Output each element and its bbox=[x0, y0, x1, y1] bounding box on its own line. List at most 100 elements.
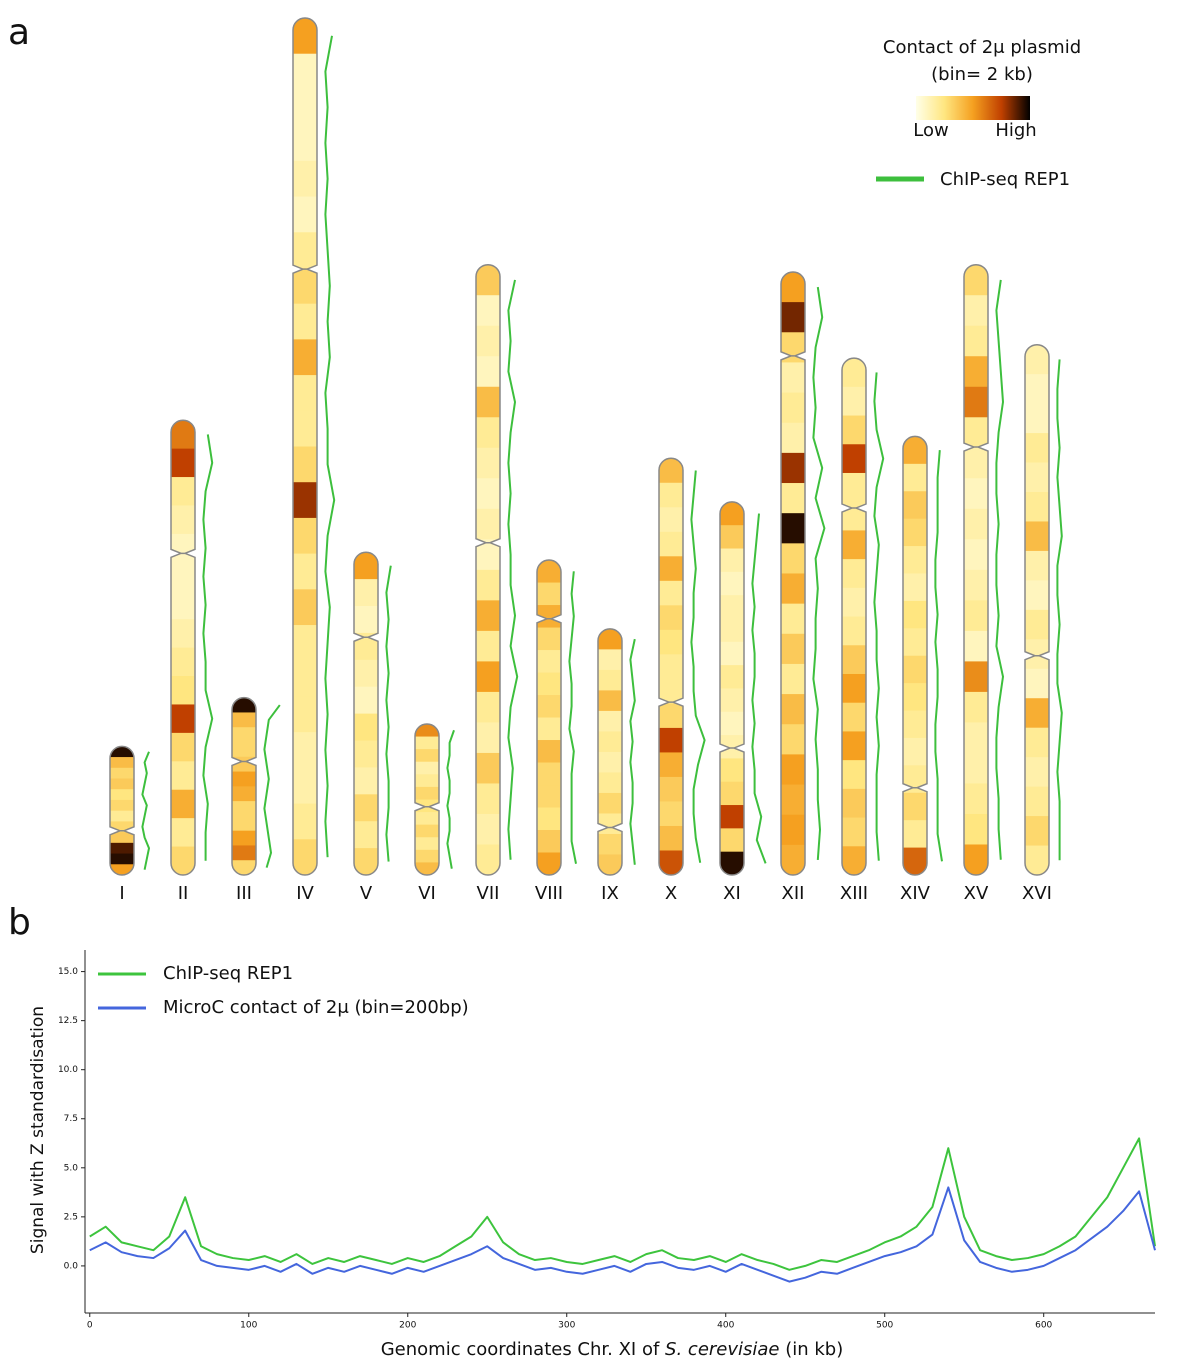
contact-bin bbox=[293, 267, 317, 305]
chromosome-label: X bbox=[665, 883, 677, 904]
contact-bin bbox=[232, 815, 256, 832]
contact-bin bbox=[1025, 374, 1049, 405]
contact-bin bbox=[293, 767, 317, 805]
chip-line bbox=[202, 434, 214, 861]
contact-bin bbox=[354, 686, 378, 715]
contact-bin bbox=[476, 417, 500, 449]
chromosome-label: VIII bbox=[535, 883, 563, 904]
x-axis-label-part: Genomic coordinates Chr. XI of bbox=[381, 1339, 665, 1360]
chromosome-outline bbox=[963, 263, 989, 876]
chromosome-label: III bbox=[236, 883, 252, 904]
contact-bin bbox=[476, 630, 500, 662]
contact-bin bbox=[354, 552, 378, 580]
contact-bin bbox=[354, 579, 378, 607]
contact-bin bbox=[293, 160, 317, 198]
chromosome-bands bbox=[842, 358, 866, 875]
contact-bin bbox=[659, 629, 683, 655]
contact-bin bbox=[964, 508, 988, 540]
contact-bin bbox=[476, 722, 500, 754]
contact-bin bbox=[171, 647, 195, 677]
contact-bin bbox=[171, 704, 195, 734]
contact-bin bbox=[842, 616, 866, 646]
contact-bin bbox=[720, 711, 744, 736]
contact-bin bbox=[293, 125, 317, 162]
y-axis-label: Signal with Z standardisation bbox=[28, 1006, 48, 1254]
contact-bin bbox=[964, 813, 988, 845]
contact-bin bbox=[781, 754, 805, 786]
chromosome-outline bbox=[1024, 343, 1050, 876]
chip-line bbox=[1056, 359, 1063, 861]
chromosome-label: XV bbox=[964, 883, 989, 904]
contact-bin bbox=[659, 752, 683, 778]
chromosome-label: XI bbox=[723, 883, 741, 904]
chromosome-outline bbox=[719, 501, 745, 876]
contact-bin bbox=[537, 650, 561, 674]
contact-bin bbox=[1025, 491, 1049, 522]
y-tick-label: 15.0 bbox=[58, 967, 78, 977]
contact-bin bbox=[293, 732, 317, 769]
contact-bin bbox=[964, 539, 988, 571]
contact-bin bbox=[171, 420, 195, 450]
contact-bin bbox=[720, 525, 744, 550]
contact-bin bbox=[537, 717, 561, 741]
contact-bin bbox=[903, 463, 927, 492]
contact-bin bbox=[781, 694, 805, 725]
contact-bin bbox=[110, 778, 134, 790]
contact-bin bbox=[110, 767, 134, 780]
contact-bin bbox=[110, 842, 134, 855]
contact-bin bbox=[1025, 757, 1049, 788]
contact-bin bbox=[781, 483, 805, 514]
y-tick-label: 2.5 bbox=[64, 1212, 78, 1222]
contact-bin bbox=[842, 358, 866, 388]
contact-bin bbox=[476, 783, 500, 815]
contact-bin bbox=[598, 628, 622, 650]
contact-bin bbox=[598, 690, 622, 712]
chromosome-outline bbox=[841, 357, 867, 876]
contact-bin bbox=[171, 505, 195, 535]
contact-bin bbox=[842, 846, 866, 875]
contact-bin bbox=[171, 676, 195, 705]
chromosome-outline bbox=[353, 551, 379, 876]
contact-bin bbox=[598, 833, 622, 855]
contact-bin bbox=[964, 264, 988, 296]
contact-bin bbox=[659, 727, 683, 753]
chip-line bbox=[812, 286, 826, 860]
contact-bin bbox=[964, 356, 988, 388]
chromosome-bands bbox=[720, 501, 744, 875]
x-tick-label: 400 bbox=[717, 1321, 734, 1331]
contact-bin bbox=[537, 852, 561, 875]
contact-bin bbox=[293, 410, 317, 447]
contact-bin bbox=[1025, 786, 1049, 817]
contact-bin bbox=[293, 517, 317, 555]
chromosome-bands bbox=[110, 746, 134, 875]
chip-line bbox=[507, 279, 519, 860]
panel-label: b bbox=[8, 902, 31, 943]
contact-bin bbox=[842, 386, 866, 417]
contact-bin bbox=[232, 727, 256, 743]
contact-bin bbox=[964, 295, 988, 327]
contact-bin bbox=[110, 821, 134, 833]
contact-bin bbox=[110, 810, 134, 822]
contact-bin bbox=[232, 830, 256, 846]
contact-bin bbox=[903, 847, 927, 875]
contact-bin bbox=[781, 814, 805, 846]
contact-bin bbox=[842, 444, 866, 474]
contact-bin bbox=[1025, 344, 1049, 375]
chromosome-outline bbox=[475, 263, 501, 876]
contact-bin bbox=[171, 562, 195, 592]
contact-bin bbox=[903, 683, 927, 712]
chromosome-outline bbox=[597, 628, 623, 876]
contact-bin bbox=[415, 749, 439, 763]
contact-bin bbox=[598, 792, 622, 814]
chromosome-outline bbox=[658, 457, 684, 876]
contact-bin bbox=[659, 776, 683, 802]
contact-bin bbox=[293, 589, 317, 626]
contact-bin bbox=[354, 659, 378, 688]
contact-bin bbox=[842, 788, 866, 819]
contact-bin bbox=[903, 518, 927, 547]
chip-line bbox=[751, 513, 767, 864]
contact-bin bbox=[720, 805, 744, 829]
chromosome-label: VI bbox=[418, 883, 436, 904]
chip-line bbox=[324, 35, 336, 858]
contact-bin bbox=[1025, 609, 1049, 640]
